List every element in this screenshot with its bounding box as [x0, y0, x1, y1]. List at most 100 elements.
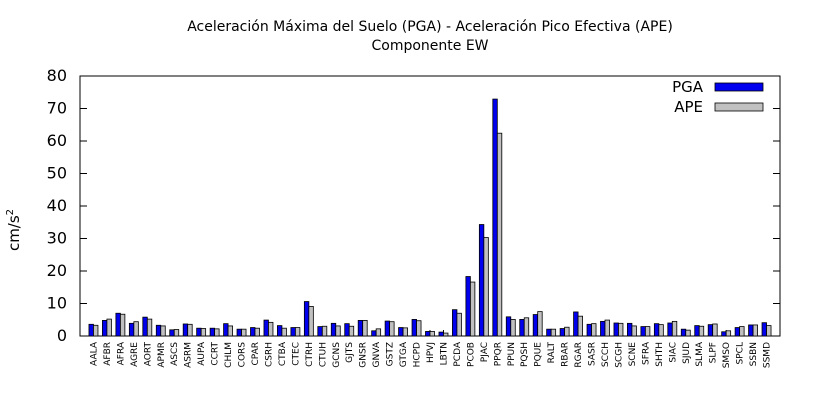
bar-pga-pqsh [519, 319, 525, 337]
bar-pga-ccrt [209, 327, 216, 337]
bar-pga-hcpd [411, 319, 417, 337]
x-tick-label-ppun: PPUN [507, 342, 517, 366]
bar-pga-pque [532, 314, 539, 337]
x-tick-label-rgar: RGAR [574, 342, 584, 368]
bar-pga-slma [694, 325, 700, 337]
x-tick-label-ppqr: PPQR [493, 342, 503, 366]
bar-ape-ppqr [496, 132, 503, 337]
x-tick-label-sasr: SASR [588, 342, 598, 366]
x-tick-label-pque: PQUE [534, 342, 544, 367]
bar-pga-cpar [250, 327, 256, 337]
bar-pga-sasr [586, 323, 592, 337]
x-tick-label-siac: SIAC [668, 342, 678, 363]
bar-ape-scgh [618, 322, 624, 337]
y-axis-label-text: cm/s [5, 215, 23, 251]
bar-ape-aort [146, 318, 153, 337]
chart-subtitle: Componente EW [371, 38, 488, 54]
bar-pga-smso [721, 331, 727, 337]
x-tick-label-pcda: PCDA [453, 341, 463, 366]
bar-ape-apmr [160, 325, 166, 337]
bar-ape-pqsh [523, 317, 530, 337]
x-tick-label-hcpd: HCPD [413, 342, 423, 367]
bar-pga-chlm [223, 323, 229, 337]
y-tick-label: 30 [47, 229, 67, 248]
x-tick-label-afra: AFRA [116, 341, 126, 365]
bar-pga-ctec [290, 327, 296, 337]
x-tick-label-sfra: SFRA [641, 341, 651, 365]
x-tick-label-pcob: PCOB [466, 342, 476, 367]
bar-pga-spcl [734, 327, 741, 337]
bar-pga-gstz [384, 320, 391, 337]
x-tick-label-gtga: GTGA [399, 341, 409, 367]
x-tick-label-asrm: ASRM [184, 342, 194, 368]
bar-pga-aala [88, 323, 94, 337]
bar-pga-rbar [559, 328, 566, 337]
bar-pga-asrm [182, 323, 189, 337]
axis-ticks: 0 10 20 30 40 50 60 70 80 [47, 66, 780, 345]
x-tick-label-scgh: SCGH [614, 342, 624, 368]
bar-pga-afbr [102, 319, 108, 337]
bar-ape-afra [119, 313, 126, 337]
bar-pga-gjts [344, 323, 350, 337]
x-tick-label-ascs: ASCS [170, 342, 180, 366]
y-tick-label: 80 [47, 66, 67, 85]
bar-ape-ralt [550, 328, 557, 337]
chart-title: Aceleración Máxima del Suelo (PGA) - Ace… [187, 19, 673, 35]
x-tick-label-aort: AORT [143, 342, 153, 367]
x-tick-label-shth: SHTH [655, 342, 665, 367]
y-tick-label: 70 [47, 99, 67, 118]
bar-pga-apmr [155, 324, 162, 337]
svg-text:cm/s2: cm/s2 [5, 209, 23, 251]
bar-ape-afbr [106, 318, 112, 337]
x-tick-label-afbr: AFBR [103, 342, 113, 366]
x-tick-label-aala: AALA [89, 341, 99, 366]
bar-ape-scch [604, 319, 610, 337]
x-tick-label-gnsr: GNSR [359, 342, 369, 368]
bar-pga-ppun [505, 316, 512, 337]
bar-ape-gcns [335, 325, 341, 337]
x-tick-label-ssmd: SSMD [763, 342, 773, 368]
bar-pga-sfra [640, 326, 646, 337]
bar-pga-slpf [707, 324, 714, 337]
x-tick-label-ctuh: CTUH [318, 342, 328, 367]
bar-ape-gtga [402, 327, 408, 337]
bar-pga-aupa [196, 327, 202, 337]
bar-ape-hcpd [416, 320, 422, 337]
bar-pga-lbtn [438, 331, 444, 337]
bar-ape-rbar [564, 326, 570, 337]
bar-pga-sjud [680, 328, 687, 337]
bar-ape-slpf [712, 323, 718, 337]
bar-ape-ssmd [766, 325, 772, 337]
x-tick-label-ccrt: CCRT [211, 342, 221, 366]
bar-ape-ssbn [752, 324, 758, 337]
bar-ape-gstz [389, 321, 395, 337]
x-tick-label-scch: SCCH [601, 342, 611, 367]
bar-pga-gnva [371, 330, 377, 337]
x-tick-label-lbtn: LBTN [439, 342, 449, 365]
bar-pga-aort [142, 316, 148, 337]
legend-swatch-ape [714, 102, 764, 112]
x-tick-label-scne: SCNE [628, 342, 638, 367]
bar-pga-ascs [169, 329, 175, 337]
y-tick-label: 50 [47, 164, 67, 183]
x-tick-label-csrh: CSRH [264, 342, 274, 367]
bar-pga-ssbn [748, 324, 754, 337]
bar-ape-hpvj [429, 331, 435, 337]
x-tick-label-gjts: GJTS [345, 342, 355, 363]
bar-pga-ssmd [761, 322, 767, 337]
x-tick-label-pjac: PJAC [480, 342, 490, 362]
x-tick-labels: AALA AFBR AFRA AGRE AORT APMR ASCS ASRM AUPA CCRT… [89, 341, 772, 368]
bar-ape-ctba [281, 327, 287, 337]
bar-pga-hpvj [425, 331, 431, 337]
x-tick-label-cors: CORS [238, 342, 248, 368]
bar-pga-scgh [613, 322, 619, 337]
bar-ape-ctec [294, 327, 301, 337]
x-tick-label-slpf: SLPF [709, 342, 719, 363]
x-tick-label-ssbn: SSBN [749, 342, 759, 366]
bar-ape-gnva [375, 328, 382, 337]
y-axis-label-exponent: 2 [5, 209, 16, 215]
bar-ape-ccrt [214, 328, 220, 337]
bar-ape-chlm [227, 325, 233, 337]
